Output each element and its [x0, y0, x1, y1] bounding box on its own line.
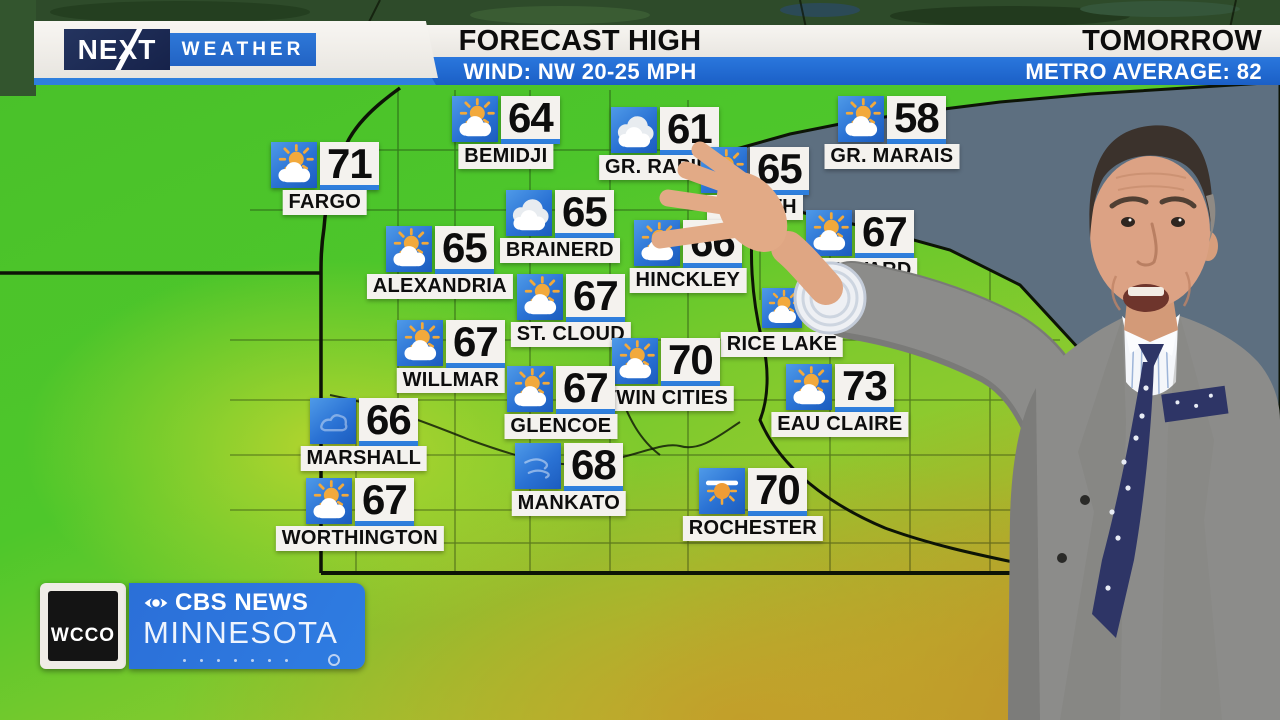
temperature-value: 73 — [835, 364, 894, 412]
city-label: BEMIDJI — [458, 144, 554, 169]
station-marker: 64 BEMIDJI — [452, 96, 560, 169]
city-label: GLENCOE — [504, 414, 618, 439]
station-marker: 66 MARSHALL — [300, 398, 428, 471]
city-label: MARSHALL — [300, 446, 428, 471]
temperature-value: 65 — [750, 147, 809, 195]
city-label: HINCKLEY — [629, 268, 747, 293]
station-marker: 67 GLENCOE — [504, 366, 618, 439]
partly-cloudy-icon — [386, 226, 432, 272]
faint-cloudy-icon — [310, 398, 356, 444]
temperature-value: 65 — [555, 190, 614, 238]
faint-windy-icon — [515, 443, 561, 489]
cbs-news-minnesota-logo: CBS NEWS MINNESOTA — [129, 583, 365, 669]
region-text: MINNESOTA — [143, 615, 339, 650]
cloudy-icon — [611, 107, 657, 153]
partly-cloudy-icon — [806, 210, 852, 256]
city-label: HAYWARD — [802, 258, 918, 283]
temperature-value: 65 — [435, 226, 494, 274]
temperature-value: 67 — [556, 366, 615, 414]
station-marker: 58 GR. MARAIS — [824, 96, 960, 169]
station-marker: 65 DULUTH — [701, 147, 809, 220]
temperature-value: 61 — [660, 107, 719, 155]
partly-cloudy-icon — [507, 366, 553, 412]
city-label: RICE LAKE — [720, 332, 844, 357]
temperature-value: 67 — [355, 478, 414, 526]
wcco-logo: WCCO — [40, 583, 126, 669]
wcco-logo-text: WCCO — [50, 625, 116, 646]
temperature-value: 67 — [855, 210, 914, 258]
station-marker: 66 HINCKLEY — [629, 220, 747, 293]
temperature-value: 66 — [359, 398, 418, 446]
station-marker: 65 ALEXANDRIA — [366, 226, 513, 299]
temperature-value: 70 — [748, 468, 807, 516]
station-marker: 67 WILLMAR — [396, 320, 506, 393]
station-marker: 73 EAU CLAIRE — [771, 364, 909, 437]
partly-cloudy-icon — [397, 320, 443, 366]
logo-dots — [143, 654, 365, 666]
partly-cloudy-icon — [762, 288, 802, 328]
cbs-eye-icon — [144, 596, 168, 610]
partly-cloudy-icon — [452, 96, 498, 142]
hazy-sun-icon — [699, 468, 745, 514]
partly-cloudy-icon — [271, 142, 317, 188]
city-label: DULUTH — [706, 195, 803, 220]
partly-cloudy-icon — [634, 220, 680, 266]
temperature-value: 70 — [661, 338, 720, 386]
station-marker: 67 ST. CLOUD — [510, 274, 631, 347]
partly-cloudy-icon — [786, 364, 832, 410]
city-label: ALEXANDRIA — [366, 274, 513, 299]
temperature-value: 64 — [501, 96, 560, 144]
station-marker: 70 TWIN CITIES — [597, 338, 735, 411]
temperature-value: 67 — [566, 274, 625, 322]
station-marker: 68 MANKATO — [511, 443, 627, 516]
station-marker: 70 ROCHESTER — [682, 468, 823, 541]
temperature-value: 71 — [320, 142, 379, 190]
temperature-value: 58 — [887, 96, 946, 144]
partly-cloudy-icon — [517, 274, 563, 320]
city-label: GR. MARAIS — [824, 144, 960, 169]
temperature-value: 66 — [683, 220, 742, 268]
wcco-logo-box: WCCO — [48, 591, 118, 661]
temperature-value: 68 — [564, 443, 623, 491]
station-marker: 67 WORTHINGTON — [275, 478, 444, 551]
station-bug: WCCO CBS NEWS MINNESOTA — [40, 583, 365, 669]
city-label: EAU CLAIRE — [771, 412, 909, 437]
partly-cloudy-icon — [612, 338, 658, 384]
station-marker: 67 HAYWARD — [802, 210, 918, 283]
satellite-band — [0, 0, 1280, 96]
cbs-news-text: CBS NEWS — [175, 589, 309, 616]
station-marker: 65 BRAINERD — [499, 190, 620, 263]
city-label: BRAINERD — [499, 238, 620, 263]
temperature-value: 67 — [446, 320, 505, 368]
city-label: ST. CLOUD — [510, 322, 631, 347]
city-label: TWIN CITIES — [597, 386, 735, 411]
partly-cloudy-icon — [306, 478, 352, 524]
city-label: ROCHESTER — [682, 516, 823, 541]
city-label: WORTHINGTON — [275, 526, 444, 551]
partly-cloudy-icon — [838, 96, 884, 142]
cloudy-icon — [506, 190, 552, 236]
city-label: WILLMAR — [396, 368, 506, 393]
station-marker: RICE LAKE — [720, 288, 844, 357]
logo-ring-icon — [328, 654, 340, 666]
city-label: FARGO — [282, 190, 368, 215]
city-label: MANKATO — [511, 491, 627, 516]
station-marker: 71 FARGO — [271, 142, 379, 215]
partly-cloudy-icon — [701, 147, 747, 193]
